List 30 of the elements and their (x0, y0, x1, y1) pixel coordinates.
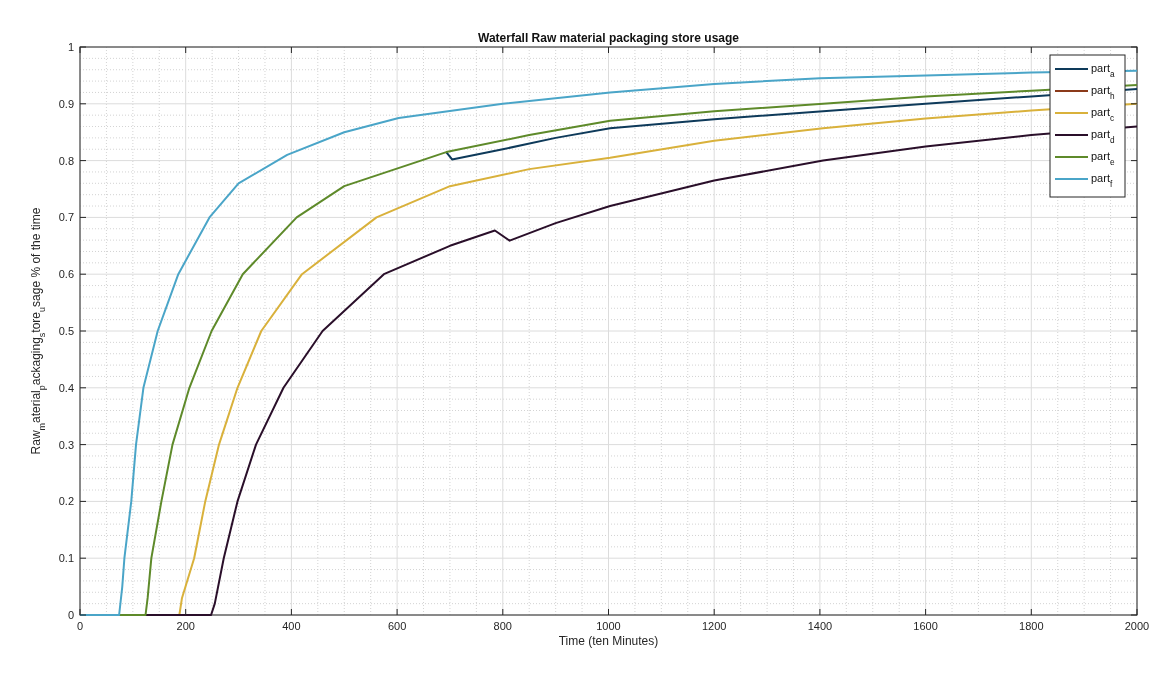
y-tick-label: 0.7 (58, 211, 74, 224)
x-tick-label: 1800 (1019, 620, 1044, 632)
x-tick-label: 1000 (596, 620, 621, 632)
y-tick-label: 0.3 (58, 438, 74, 451)
y-tick-label: 0.4 (58, 381, 74, 394)
x-tick-label: 0 (76, 620, 84, 632)
y-tick-label: 0 (67, 609, 74, 621)
x-tick-label: 1400 (807, 620, 833, 632)
x-tick-label: 1600 (913, 620, 938, 632)
y-tick-label: 0.8 (58, 154, 74, 167)
legend-label: part$_{c}$ (1091, 106, 1115, 123)
legend-label: part$_{e}$ (1091, 150, 1115, 167)
legend-label: part$_{d}$ (1091, 128, 1115, 145)
x-tick-label: 1200 (701, 620, 727, 632)
y-tick-label: 0.6 (58, 268, 74, 281)
legend-label: part$_{f}$ (1091, 172, 1113, 189)
x-tick-label: 2000 (1124, 620, 1150, 632)
y-tick-label: 0.9 (58, 97, 74, 110)
x-axis-title: Time (ten Minutes) (558, 634, 659, 648)
x-tick-label: 200 (176, 620, 195, 632)
y-tick-label: 0.2 (58, 495, 74, 508)
legend-label: part$_{a}$ (1091, 62, 1115, 79)
y-tick-label: 0.1 (58, 552, 74, 565)
x-tick-label: 800 (493, 620, 512, 632)
x-tick-label: 600 (387, 620, 407, 632)
chart-title: Waterfall Raw material packaging store usage (478, 31, 740, 45)
legend-label: part$_{h}$ (1091, 84, 1115, 101)
y-tick-label: 1 (67, 41, 74, 53)
y-tick-label: 0.5 (58, 325, 74, 337)
x-tick-label: 400 (282, 620, 301, 632)
